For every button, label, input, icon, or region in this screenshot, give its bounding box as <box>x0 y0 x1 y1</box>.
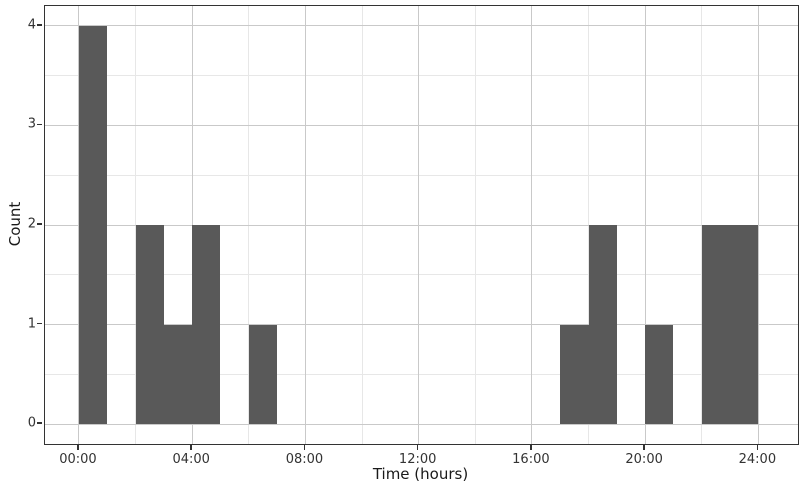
y-tick-mark <box>37 123 42 126</box>
histogram-bar <box>192 225 221 425</box>
histogram-bar <box>701 225 731 425</box>
y-major-gridline <box>45 224 798 226</box>
x-tick-label: 00:00 <box>59 452 97 467</box>
x-tick-mark <box>643 445 645 450</box>
y-minor-gridline <box>45 373 798 375</box>
y-minor-gridline <box>45 75 798 77</box>
x-tick-mark <box>756 445 759 450</box>
histogram-bar <box>248 324 278 425</box>
x-tick-label: 12:00 <box>398 452 437 467</box>
y-tick-mark <box>37 322 42 325</box>
y-tick-label: 3 <box>27 116 36 132</box>
x-tick-label: 24:00 <box>738 452 777 467</box>
y-tick-label: 2 <box>27 216 36 232</box>
y-major-gridline <box>45 324 798 326</box>
histogram-bar <box>163 324 193 425</box>
y-major-gridline <box>45 423 798 425</box>
y-major-gridline <box>45 25 798 27</box>
y-tick-label: 4 <box>27 17 36 33</box>
x-tick-mark <box>416 445 419 450</box>
histogram-bar <box>645 324 674 425</box>
histogram-bar <box>78 25 108 425</box>
x-tick-label: 04:00 <box>172 452 210 467</box>
x-tick-label: 20:00 <box>625 452 663 467</box>
y-tick-label: 0 <box>27 415 36 431</box>
histogram-bar <box>560 324 589 425</box>
y-tick-mark <box>37 422 42 424</box>
y-minor-gridline <box>45 274 798 276</box>
x-tick-mark <box>190 445 192 450</box>
y-tick-label: 1 <box>27 316 36 332</box>
y-axis-title: Count <box>6 201 24 247</box>
histogram-bar <box>588 225 617 425</box>
x-axis-title: Time (hours) <box>372 465 469 483</box>
y-minor-gridline <box>45 174 798 176</box>
x-tick-mark <box>303 445 306 450</box>
y-tick-mark <box>37 24 42 26</box>
plot-panel <box>44 5 799 445</box>
x-tick-mark <box>77 445 79 450</box>
x-tick-label: 16:00 <box>512 452 550 467</box>
histogram-bar <box>135 225 164 425</box>
y-major-gridline <box>45 124 798 126</box>
histogram-bar <box>730 225 759 425</box>
x-tick-mark <box>530 445 532 450</box>
x-tick-label: 08:00 <box>285 452 324 467</box>
y-tick-mark <box>37 223 42 225</box>
